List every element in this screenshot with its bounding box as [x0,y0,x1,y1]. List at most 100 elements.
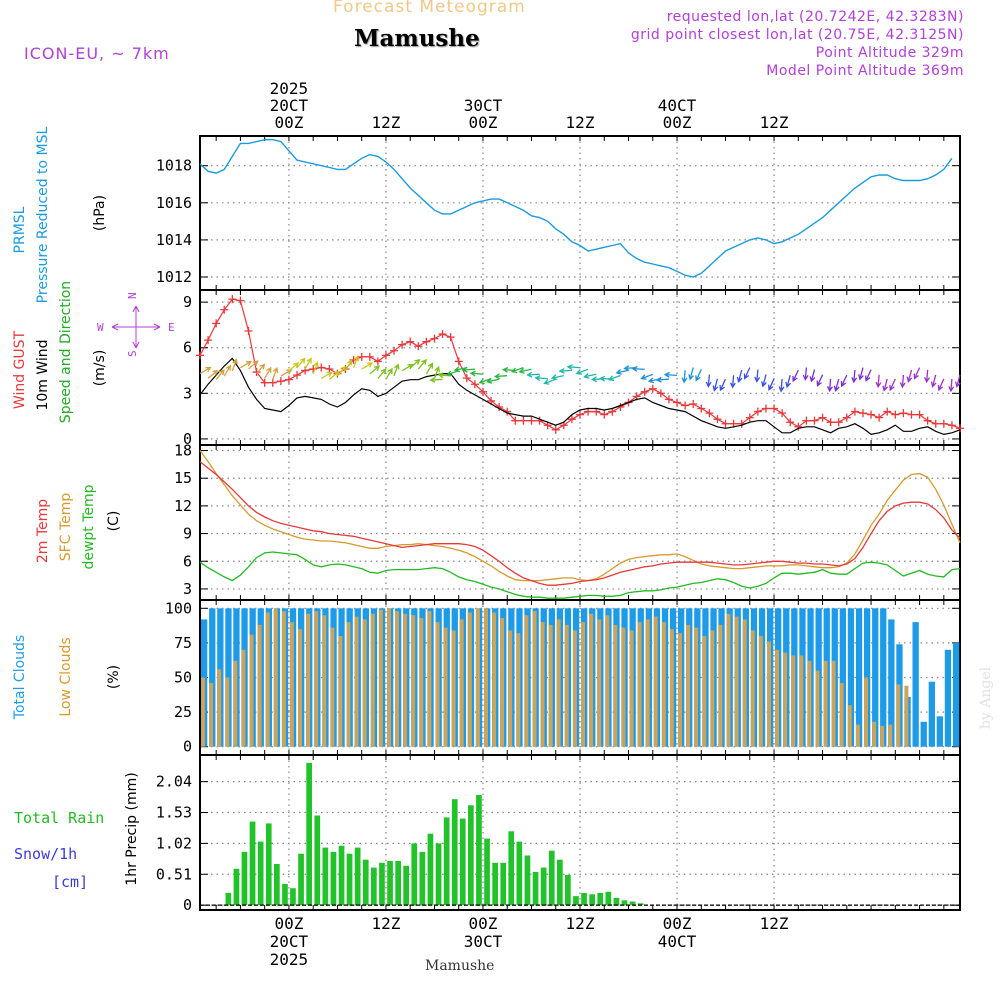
wind-direction-arrow [827,378,833,393]
low-cloud-bar [249,634,254,747]
y-tick-label: 12 [174,497,192,515]
y-tick-label: 1.53 [156,804,192,822]
gust-marker [430,334,439,343]
wind-direction-arrow [215,369,225,380]
total-rain-label: Total Rain [14,809,104,827]
gust-marker [551,425,560,434]
gust-marker [422,337,431,346]
low-cloud-bar [589,613,594,747]
gust-marker [850,407,859,416]
gust-marker [745,413,754,422]
rain-bar [354,847,361,906]
wind-direction-arrow [437,372,451,379]
gust-marker [931,419,940,428]
wind-direction-arrow [543,378,556,385]
wind-direction-arrow [256,363,266,375]
top-time-label: 12Z [566,113,595,132]
y-tick-label: 1.02 [156,834,192,852]
wind-direction-arrow [583,373,597,379]
low-cloud-bar [314,611,319,747]
wind-direction-arrow [663,371,678,378]
gust-marker [907,410,916,419]
wind-direction-arrow [607,374,621,381]
wind-direction-arrow [377,368,387,379]
low-cloud-bar [524,615,529,747]
panel-precipitation: 0 0.51 1.02 1.53 2.04 Total Rain Snow/1h [cm] 1h… [14,754,961,914]
gust-marker [519,416,528,425]
rain-bar [371,867,377,906]
requested-coords: requested lon,lat (20.7242E, 42.3283N) [666,9,964,25]
low-cloud-bar [872,721,877,747]
bottom-time-label: 12Z [760,914,789,933]
low-cloud-bar [718,624,723,747]
gust-marker [196,351,204,360]
panel-clouds: 0 25 50 75 100 Total Clouds Low Clouds (%) [12,599,961,756]
low-cloud-bar [459,619,464,747]
low-cloud-bar [362,619,367,747]
wind-direction-arrow [615,369,629,375]
wind-direction-arrow [518,368,532,374]
wind-direction-arrow [785,375,792,389]
gust-marker [414,342,423,351]
low-cloud-bar [548,624,553,747]
rain-bar [500,862,507,906]
wind-direction-arrow [510,366,524,374]
wind-direction-arrow [899,374,906,389]
gust-marker [802,416,811,425]
gust-marker [923,416,932,425]
low-cloud-bar [605,615,610,747]
gust-marker [438,330,447,339]
low-cloud-bar [864,677,868,747]
rain-bar [548,850,555,906]
wind-direction-arrow [328,370,340,380]
rain-bar [605,891,612,906]
gust-marker [664,395,673,404]
y-tick-label: 100 [165,599,192,617]
low-cloud-bar [621,627,626,747]
gust-marker [373,357,382,366]
gust-marker [527,416,536,425]
rain-bar [249,821,256,906]
total-cloud-bar [936,716,943,747]
wind-direction-arrow [913,367,921,380]
wind-direction-arrow [264,366,272,379]
panel-frame [199,754,961,911]
low-cloud-bar [467,612,472,747]
gust-marker [818,413,827,422]
rain-bar [468,805,474,906]
wind-direction-arrow [736,369,743,384]
low-cloud-bar [209,683,214,747]
rain-bar [443,817,450,906]
rain-bar [637,903,644,906]
temp-dewpt-label: dewpt Temp [81,484,97,569]
location-title: Mamushe [354,25,480,52]
low-cloud-bar [298,629,302,747]
wind-direction-arrow [802,367,809,381]
gust-marker [381,351,390,360]
rain-bar [508,831,515,906]
low-cloud-bar [370,613,375,747]
temp-sfc-label: SFC Temp [58,493,74,562]
total-cloud-bar [912,622,919,747]
gust-marker [446,333,455,342]
wind-direction-arrow [833,378,840,393]
total-cloud-bar [952,642,960,747]
low-cloud-bar [500,618,505,747]
wind-direction-arrow [369,365,381,375]
wind-direction-arrow [336,365,347,377]
gust-marker [681,401,690,410]
y-tick-label: 6 [183,339,192,357]
panels-layer: 1012 1014 1016 1018 PRMSL Pressure Reduced to… [12,126,964,914]
low-cloud-bar [475,608,480,747]
rain-bar [265,823,272,906]
point-altitude: Point Altitude 329m [815,45,964,61]
footer-location: Mamushe [425,958,495,974]
total-cloud-bar [209,608,216,747]
rain-bar [419,851,426,906]
y-tick-label: 15 [174,469,192,487]
gust-marker [212,319,221,328]
wind-direction-arrow [461,366,475,373]
wind-direction-arrow [754,369,761,383]
total-cloud-bar [920,721,927,747]
